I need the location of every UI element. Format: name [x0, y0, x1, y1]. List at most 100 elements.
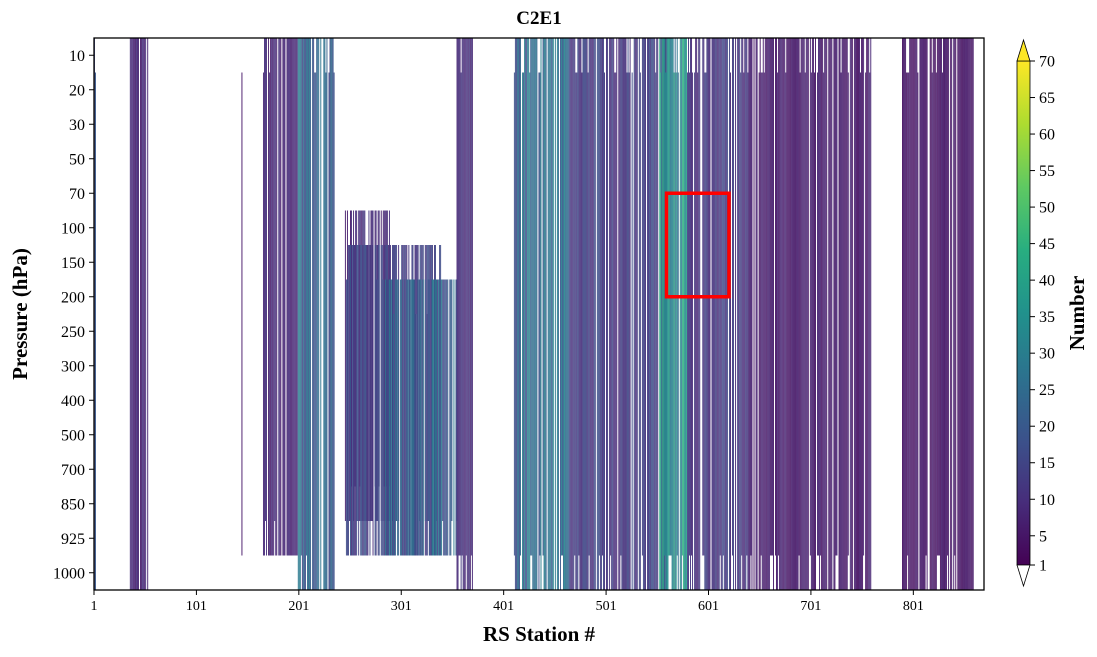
station-column	[925, 38, 927, 556]
station-column	[346, 279, 348, 556]
station-column	[685, 38, 687, 590]
x-tick-label: 1	[91, 599, 98, 614]
x-axis: 1 101 201 301 401 501 601 701 801	[91, 590, 924, 614]
station-column	[810, 72, 812, 590]
station-column	[288, 38, 290, 556]
station-column	[759, 38, 761, 590]
station-column	[733, 38, 734, 590]
station-column	[948, 38, 950, 590]
station-column	[820, 38, 822, 556]
station-column	[679, 38, 681, 590]
station-column	[131, 38, 133, 590]
station-column	[385, 279, 387, 556]
station-column	[304, 38, 306, 590]
station-column	[917, 72, 919, 590]
station-column	[415, 314, 417, 556]
station-column	[523, 72, 525, 590]
station-column	[356, 245, 358, 556]
station-column	[413, 279, 415, 556]
station-column	[592, 38, 594, 590]
station-column	[813, 72, 815, 590]
station-column	[753, 38, 755, 590]
station-column	[532, 38, 534, 590]
colorbar-tick-label: 20	[1039, 419, 1055, 436]
station-column	[783, 38, 785, 590]
station-column	[621, 38, 623, 590]
station-column	[909, 38, 911, 590]
station-column	[870, 38, 872, 590]
station-column	[301, 38, 303, 590]
station-column	[374, 245, 376, 556]
station-column	[586, 38, 588, 590]
station-column	[565, 38, 567, 590]
station-column	[654, 38, 656, 590]
station-column	[929, 38, 931, 590]
station-column	[614, 72, 616, 590]
station-column	[531, 38, 533, 556]
station-column	[316, 38, 318, 590]
station-column	[266, 38, 267, 556]
station-column	[772, 38, 773, 556]
station-column	[849, 38, 851, 590]
station-column	[275, 38, 277, 556]
station-column	[935, 72, 937, 590]
station-column	[803, 38, 805, 590]
colorbar-tick-label: 1	[1039, 558, 1047, 575]
station-column	[324, 38, 326, 590]
station-column	[295, 38, 297, 556]
station-column	[730, 72, 731, 590]
station-column	[574, 38, 576, 556]
x-axis-title: RS Station #	[483, 622, 596, 646]
station-column	[760, 72, 762, 556]
station-column	[422, 279, 424, 556]
station-column	[862, 38, 864, 590]
station-column	[386, 279, 388, 556]
station-column	[375, 245, 377, 556]
y-tick-label: 400	[61, 393, 85, 410]
station-column	[645, 38, 646, 590]
station-column	[329, 38, 331, 590]
colorbar-tick-label: 45	[1039, 236, 1055, 253]
station-column	[775, 38, 776, 556]
station-column	[365, 245, 367, 556]
station-column	[594, 38, 596, 590]
station-column	[434, 279, 435, 556]
station-band	[902, 38, 974, 590]
station-column	[320, 38, 322, 590]
station-column	[631, 72, 633, 590]
station-column	[273, 38, 275, 556]
station-column	[923, 38, 925, 590]
station-column	[750, 38, 752, 556]
x-tick-label: 201	[288, 599, 309, 614]
station-column	[401, 279, 403, 556]
station-column	[624, 38, 626, 590]
station-column	[515, 38, 517, 590]
station-column	[841, 38, 843, 590]
station-column	[389, 279, 391, 556]
y-axis-title: Pressure (hPa)	[8, 248, 32, 380]
station-column	[459, 38, 461, 556]
station-column	[435, 279, 436, 556]
station-column	[972, 38, 974, 590]
station-column	[683, 38, 685, 590]
station-column	[430, 279, 432, 556]
station-column	[353, 245, 355, 556]
station-column	[350, 245, 351, 556]
station-column	[625, 38, 627, 590]
y-tick-label: 850	[61, 496, 85, 513]
station-column	[800, 38, 802, 590]
station-column	[863, 38, 865, 556]
station-column	[796, 38, 798, 590]
station-column	[530, 38, 532, 556]
station-column	[147, 38, 149, 590]
station-column	[308, 38, 309, 590]
station-column	[598, 38, 600, 556]
station-column	[970, 38, 972, 590]
station-column	[708, 38, 710, 590]
station-column	[818, 38, 820, 556]
station-column	[597, 38, 599, 590]
station-column	[138, 38, 139, 590]
station-column	[450, 279, 452, 556]
station-column	[748, 38, 750, 590]
